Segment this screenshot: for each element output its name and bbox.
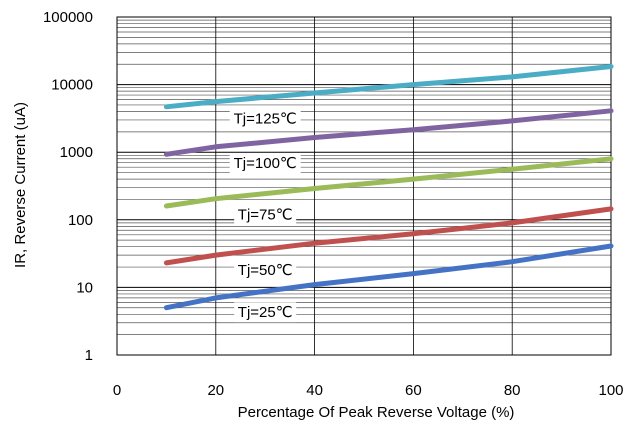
y-tick-label: 10000 — [51, 77, 93, 94]
x-tick-label: 40 — [306, 382, 323, 399]
plot-frame — [116, 16, 612, 356]
y-tick-label: 100 — [68, 212, 93, 229]
series-line-1 — [163, 206, 614, 266]
y-tick-label: 1 — [85, 347, 93, 364]
y-tick-labels: 1 10 100 1000 10000 100000 — [43, 9, 93, 364]
series-line-0 — [163, 243, 614, 311]
x-tick-label: 20 — [207, 382, 224, 399]
x-tick-label: 80 — [504, 382, 521, 399]
y-tick-label: 1000 — [60, 144, 93, 161]
series-layer — [163, 64, 614, 311]
series-label-bg — [229, 153, 301, 174]
series-label-bg — [234, 204, 297, 225]
y-tick-label: 10 — [76, 279, 93, 296]
series-line-2 — [163, 156, 614, 209]
series-line-3 — [163, 108, 614, 157]
x-tick-labels: 0 20 40 60 80 100 — [113, 382, 624, 399]
series-line-4 — [163, 64, 614, 110]
y-axis-title: IR, Reverse Current (uA) — [12, 102, 29, 268]
x-tick-label: 100 — [598, 382, 623, 399]
series-label-bg — [234, 260, 297, 281]
x-axis-title: Percentage Of Peak Reverse Voltage (%) — [238, 404, 515, 421]
series-label-1: Tj=50℃ — [238, 262, 293, 279]
series-label-bg — [229, 108, 301, 129]
x-tick-label: 60 — [405, 382, 422, 399]
y-tick-label: 100000 — [43, 9, 93, 26]
series-labels: Tj=25℃ Tj=50℃ Tj=75℃ Tj=100℃ Tj=125℃ — [229, 108, 301, 323]
x-tick-label: 0 — [113, 382, 121, 399]
series-label-2: Tj=75℃ — [238, 207, 293, 224]
series-label-3: Tj=100℃ — [234, 155, 297, 172]
series-label-bg — [234, 302, 297, 323]
series-label-4: Tj=125℃ — [234, 110, 297, 127]
series-label-0: Tj=25℃ — [238, 304, 293, 321]
